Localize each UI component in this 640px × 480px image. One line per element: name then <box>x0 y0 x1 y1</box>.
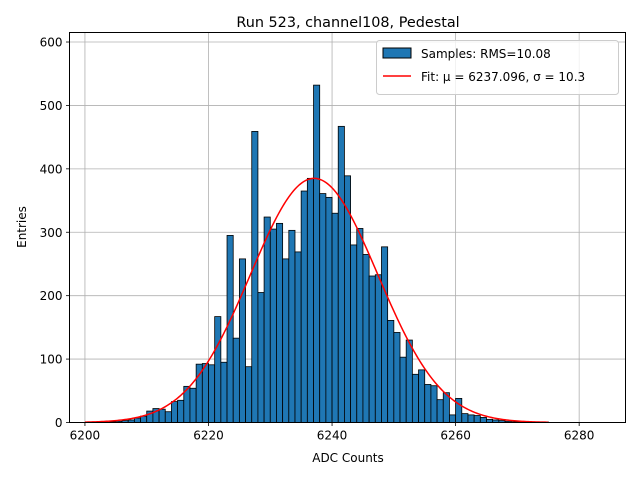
histogram-bar <box>214 316 222 423</box>
histogram-bar <box>300 190 308 423</box>
histogram-bar <box>171 401 179 423</box>
histogram-bars <box>109 84 549 423</box>
histogram-bar <box>368 275 376 423</box>
histogram-bar <box>430 385 438 423</box>
chart-title: Run 523, channel108, Pedestal <box>236 15 459 31</box>
x-tick-label: 6220 <box>193 429 224 443</box>
histogram-bar <box>158 408 166 423</box>
histogram-bar <box>325 196 333 423</box>
legend-label-fit: Fit: μ = 6237.096, σ = 10.3 <box>421 70 585 84</box>
histogram-bar <box>245 366 253 423</box>
histogram-bar <box>418 369 426 423</box>
x-tick-label: 6200 <box>70 429 101 443</box>
histogram-bar <box>405 339 413 423</box>
histogram-bar <box>208 364 216 423</box>
histogram-bar <box>276 222 284 423</box>
x-axis-ticks: 6200 6220 6240 6260 6280 <box>70 422 595 443</box>
y-tick-label: 100 <box>40 353 63 367</box>
histogram-bar <box>449 414 457 423</box>
histogram-bar <box>350 244 358 423</box>
histogram-bar <box>337 125 345 423</box>
histogram-bar <box>164 411 172 423</box>
y-tick-label: 200 <box>40 289 63 303</box>
histogram-bar <box>220 361 228 423</box>
plot-frame <box>69 32 626 423</box>
y-axis-label: Entries <box>15 206 29 248</box>
histogram-bar <box>479 417 487 423</box>
histogram-bar <box>411 373 419 423</box>
histogram-bar <box>461 413 469 423</box>
fit-curve <box>84 177 549 423</box>
histogram-bar <box>294 251 302 423</box>
histogram-bar <box>393 332 401 423</box>
histogram-bar <box>356 228 364 423</box>
y-axis-ticks: 0 100 200 300 400 500 600 <box>40 36 70 430</box>
histogram-bar <box>467 414 475 423</box>
x-tick-label: 6280 <box>564 429 595 443</box>
y-tick-label: 400 <box>40 162 63 176</box>
histogram-bar <box>436 399 444 423</box>
histogram-bar <box>177 399 185 423</box>
histogram-bar <box>313 84 321 423</box>
histogram-bar <box>473 415 481 423</box>
histogram-bar <box>263 216 271 423</box>
histogram-bar <box>399 356 407 423</box>
histogram-bar <box>133 417 141 423</box>
histogram-bar <box>387 320 395 423</box>
histogram-bar <box>288 229 296 423</box>
x-tick-label: 6260 <box>440 429 471 443</box>
histogram-bar <box>238 258 246 423</box>
legend-label-samples: Samples: RMS=10.08 <box>421 47 551 61</box>
histogram-bar <box>251 131 259 423</box>
histogram-bar <box>306 177 314 423</box>
histogram-bar <box>201 363 209 423</box>
y-tick-label: 0 <box>55 416 63 430</box>
histogram-bar <box>381 246 389 423</box>
x-tick-label: 6240 <box>317 429 348 443</box>
histogram-bar <box>424 384 432 423</box>
histogram-bar <box>319 193 327 423</box>
y-tick-label: 300 <box>40 226 63 240</box>
histogram-bar <box>226 235 234 423</box>
y-tick-label: 600 <box>40 36 63 50</box>
histogram-bar <box>189 387 197 423</box>
histogram-bar <box>374 274 382 423</box>
legend-box <box>376 40 619 95</box>
legend: Samples: RMS=10.08 Fit: μ = 6237.096, σ … <box>376 40 619 95</box>
histogram-bar <box>257 292 265 423</box>
x-axis-label: ADC Counts <box>312 451 384 465</box>
legend-swatch-samples <box>382 47 412 59</box>
histogram-bar <box>282 258 290 423</box>
histogram-bar <box>331 212 339 423</box>
histogram-bar <box>269 228 277 423</box>
y-tick-label: 500 <box>40 99 63 113</box>
histogram-bar <box>232 337 240 423</box>
histogram-bar <box>362 254 370 423</box>
